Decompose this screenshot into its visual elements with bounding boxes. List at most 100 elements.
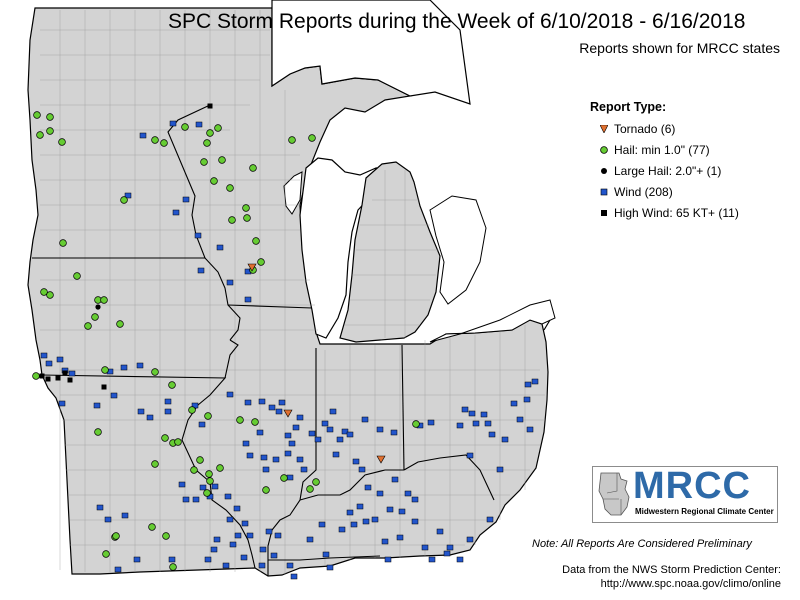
hail-report-marker	[210, 177, 218, 185]
hail-report-marker	[40, 288, 48, 296]
wind-report-marker	[428, 556, 436, 563]
wind-report-marker	[404, 490, 412, 497]
hail-report-marker	[242, 204, 250, 212]
wind-report-marker	[358, 466, 366, 473]
hail-report-marker	[151, 368, 159, 376]
wind-report-marker	[371, 516, 379, 523]
county-grid	[40, 10, 545, 575]
wind-report-marker	[288, 440, 296, 447]
wind-report-marker	[466, 536, 474, 543]
wind-report-marker	[468, 410, 476, 417]
hail-report-marker	[190, 466, 198, 474]
wind-report-marker	[427, 419, 435, 426]
wind-report-marker	[318, 521, 326, 528]
wind-report-marker	[531, 378, 539, 385]
wind-report-marker	[192, 496, 200, 503]
wind-report-marker	[386, 506, 394, 513]
wind-report-marker	[229, 541, 237, 548]
wind-report-marker	[274, 532, 282, 539]
wind-report-marker	[226, 391, 234, 398]
lake-michigan	[299, 157, 377, 339]
wind-report-marker	[182, 196, 190, 203]
wind-report-marker	[114, 566, 122, 573]
high-wind-report-marker	[101, 384, 107, 390]
hail-report-marker	[226, 184, 234, 192]
hail-report-marker	[73, 272, 81, 280]
wind-report-marker	[321, 420, 329, 427]
wind-report-marker	[361, 416, 369, 423]
lake-superior	[271, 0, 471, 105]
hail-report-marker	[33, 111, 41, 119]
hail-report-marker	[216, 464, 224, 472]
wind-report-marker	[341, 428, 349, 435]
wind-report-marker	[216, 244, 224, 251]
wind-report-marker	[396, 534, 404, 541]
hail-report-marker	[228, 216, 236, 224]
wind-report-marker	[398, 508, 406, 515]
legend-label-tornado: Tornado (6)	[614, 122, 676, 136]
wind-report-marker	[121, 512, 129, 519]
wind-report-marker	[164, 398, 172, 405]
wind-report-marker	[120, 364, 128, 371]
wind-report-marker	[516, 416, 524, 423]
hail-report-marker	[112, 532, 120, 540]
wind-report-marker	[308, 430, 316, 437]
wind-report-marker	[226, 516, 234, 523]
hail-report-marker	[94, 428, 102, 436]
legend-item-hail: Hail: min 1.0" (77)	[590, 143, 739, 164]
hail-report-marker	[251, 418, 259, 426]
wind-report-marker	[213, 536, 221, 543]
wind-report-marker	[314, 436, 322, 443]
wind-report-marker	[496, 466, 504, 473]
hail-report-marker	[218, 156, 226, 164]
hail-report-marker	[84, 322, 92, 330]
hail-report-marker	[32, 372, 40, 380]
large-hail-report-marker	[95, 304, 101, 310]
wind-report-marker	[211, 483, 219, 490]
hail-report-marker	[196, 456, 204, 464]
hail-report-marker	[203, 139, 211, 147]
wind-report-marker	[376, 490, 384, 497]
wind-report-marker	[329, 408, 337, 415]
hail-report-marker	[101, 366, 109, 374]
wind-report-marker	[199, 484, 207, 491]
hail-report-marker	[412, 420, 420, 428]
wind-report-marker	[346, 431, 354, 438]
wind-report-marker	[284, 432, 292, 439]
wind-report-marker	[137, 408, 145, 415]
high-wind-icon	[601, 210, 607, 216]
wind-report-marker	[436, 528, 444, 535]
wind-report-marker	[260, 454, 268, 461]
wind-report-marker	[384, 556, 392, 563]
hail-report-marker	[203, 489, 211, 497]
land-mass	[27, 7, 549, 577]
wind-report-marker	[456, 422, 464, 429]
wind-report-marker	[501, 436, 509, 443]
wind-report-marker	[346, 509, 354, 516]
wind-report-marker	[480, 411, 488, 418]
wind-report-marker	[259, 546, 267, 553]
hail-report-marker	[214, 124, 222, 132]
legend-title: Report Type:	[590, 100, 667, 114]
wind-report-marker	[270, 552, 278, 559]
hail-report-marker	[262, 486, 270, 494]
wind-report-marker	[461, 406, 469, 413]
hail-report-marker	[205, 470, 213, 478]
wind-report-marker	[256, 429, 264, 436]
wind-report-marker	[421, 544, 429, 551]
wind-report-marker	[268, 404, 276, 411]
wind-report-marker	[488, 431, 496, 438]
wind-report-marker	[290, 573, 298, 580]
hail-report-marker	[168, 381, 176, 389]
hail-report-marker	[312, 478, 320, 486]
wind-report-marker	[411, 518, 419, 525]
source-url: http://www.spc.noaa.gov/climo/online	[600, 578, 781, 590]
tornado-report-marker	[376, 455, 386, 464]
wind-report-marker	[446, 544, 454, 551]
high-wind-report-marker	[45, 376, 51, 382]
wind-report-marker	[226, 279, 234, 286]
wind-report-marker	[356, 503, 364, 510]
wind-report-marker	[244, 399, 252, 406]
wind-report-marker	[306, 536, 314, 543]
